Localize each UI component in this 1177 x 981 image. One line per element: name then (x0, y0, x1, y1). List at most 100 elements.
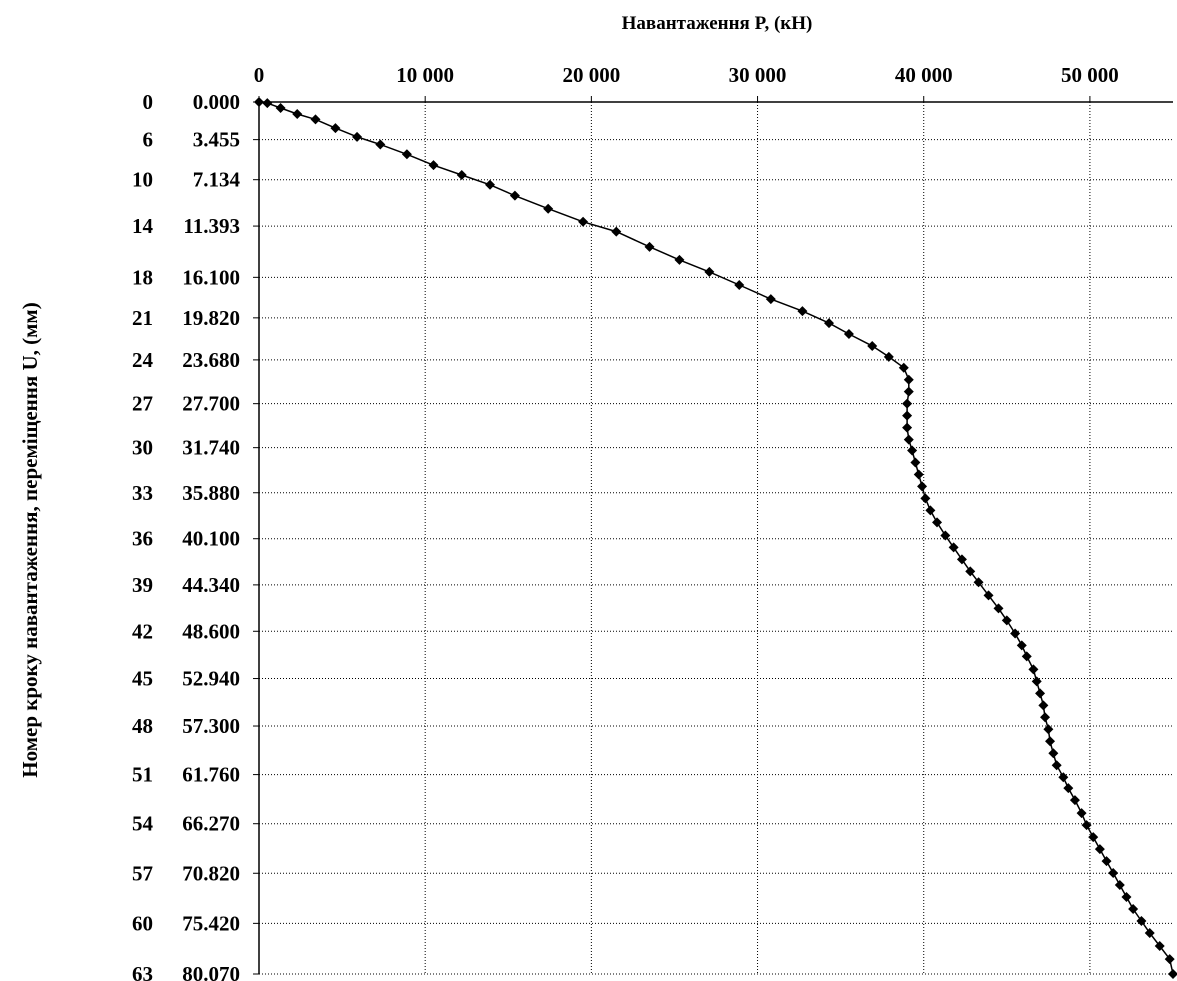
y-tick-value-label: 23.680 (182, 348, 240, 372)
data-point-marker (1128, 903, 1139, 914)
data-point-marker (824, 318, 835, 329)
data-point-marker (993, 603, 1004, 614)
data-point-marker (1016, 640, 1027, 651)
data-point-marker (1063, 783, 1074, 794)
y-tick-value-label: 75.420 (182, 911, 240, 935)
data-point-marker (734, 279, 745, 290)
y-tick-value-label: 70.820 (182, 861, 240, 885)
data-point-marker (1058, 772, 1069, 783)
data-point-marker (983, 590, 994, 601)
y-tick-value-label: 11.393 (183, 214, 240, 238)
y-tick-step-label: 51 (132, 763, 153, 787)
axes (253, 96, 1173, 975)
data-point-marker (1076, 808, 1087, 819)
y-tick-step-label: 48 (132, 714, 153, 738)
data-point-marker (910, 457, 921, 468)
data-point-marker (1021, 651, 1032, 662)
y-tick-value-label: 61.760 (182, 763, 240, 787)
data-point-marker (352, 131, 363, 142)
grid-lines (258, 101, 1173, 975)
data-point-marker (932, 517, 943, 528)
y-tick-value-label: 35.880 (182, 481, 240, 505)
data-point-marker (254, 97, 264, 107)
y-tick-step-label: 33 (132, 481, 153, 505)
data-point-marker (375, 139, 386, 150)
data-point-marker (578, 216, 589, 227)
y-tick-step-label: 39 (132, 573, 153, 597)
x-tick-label: 30 000 (729, 63, 787, 87)
y-tick-value-label: 31.740 (182, 436, 240, 460)
y-tick-value-label: 0.000 (193, 90, 240, 114)
y-tick-step-label: 18 (132, 265, 153, 289)
y-tick-step-label: 36 (132, 527, 153, 551)
data-point-marker (902, 398, 913, 409)
data-point-marker (902, 410, 913, 421)
y-tick-step-label: 10 (132, 168, 153, 192)
data-point-marker (948, 542, 959, 553)
y-tick-value-label: 7.134 (193, 168, 241, 192)
data-point-marker (1168, 969, 1177, 979)
y-tick-labels: 0 0.000 6 3.455 10 7.134 14 11.393 18 16.100 21 19.… (132, 90, 241, 981)
data-point-marker (898, 362, 909, 373)
y-tick-value-label: 3.455 (193, 128, 240, 152)
y-tick-value-label: 52.940 (182, 667, 240, 691)
y-tick-value-label: 66.270 (182, 812, 240, 836)
data-point-marker (867, 340, 878, 351)
data-point-marker (1136, 915, 1147, 926)
data-point-marker (903, 386, 914, 397)
y-tick-step-label: 54 (132, 812, 154, 836)
y-tick-step-label: 21 (132, 306, 153, 330)
data-point-marker (1069, 795, 1080, 806)
y-tick-value-label: 57.300 (182, 714, 240, 738)
data-point-marker (907, 445, 918, 456)
y-tick-value-label: 40.100 (182, 527, 240, 551)
data-point-marker (644, 241, 655, 252)
series (254, 97, 1177, 979)
data-point-marker (903, 374, 914, 385)
x-tick-labels: 0 10 000 20 000 30 000 40 000 50 000 (254, 63, 1119, 87)
data-point-marker (330, 123, 341, 134)
data-point-marker (310, 114, 321, 125)
data-point-marker (883, 351, 894, 362)
data-point-marker (1101, 856, 1112, 867)
y-tick-step-label: 0 (143, 90, 154, 114)
data-point-marker (902, 422, 913, 433)
data-point-marker (903, 434, 914, 445)
data-point-marker (1094, 844, 1105, 855)
data-point-marker (940, 530, 951, 541)
data-point-marker (484, 179, 495, 190)
data-point-marker (428, 160, 439, 171)
y-tick-step-label: 6 (143, 128, 154, 152)
data-point-marker (1144, 927, 1155, 938)
y-tick-step-label: 30 (132, 436, 153, 460)
data-point-marker (1001, 615, 1012, 626)
y-tick-value-label: 44.340 (182, 573, 240, 597)
data-point-marker (1028, 664, 1039, 675)
data-point-marker (1010, 628, 1021, 639)
data-point-marker (401, 149, 412, 160)
y-tick-value-label: 19.820 (182, 306, 240, 330)
y-tick-value-label: 48.600 (182, 619, 240, 643)
data-point-marker (1040, 712, 1051, 723)
data-point-marker (456, 169, 467, 180)
data-point-marker (1035, 688, 1046, 699)
data-point-marker (965, 566, 976, 577)
data-point-marker (262, 98, 273, 109)
y-tick-value-label: 80.070 (182, 962, 240, 981)
data-point-marker (704, 266, 715, 277)
y-tick-value-label: 27.700 (182, 392, 240, 416)
x-tick-label: 20 000 (562, 63, 620, 87)
y-tick-step-label: 24 (132, 348, 154, 372)
data-point-marker (1038, 700, 1049, 711)
y-tick-step-label: 63 (132, 962, 153, 981)
data-point-marker (674, 254, 685, 265)
data-point-marker (1154, 941, 1165, 952)
data-point-marker (797, 306, 808, 317)
data-point-marker (1081, 820, 1092, 831)
data-point-marker (1121, 892, 1132, 903)
data-point-marker (1043, 724, 1054, 735)
data-point-marker (543, 203, 554, 214)
data-point-marker (611, 226, 622, 237)
y-tick-step-label: 42 (132, 619, 153, 643)
